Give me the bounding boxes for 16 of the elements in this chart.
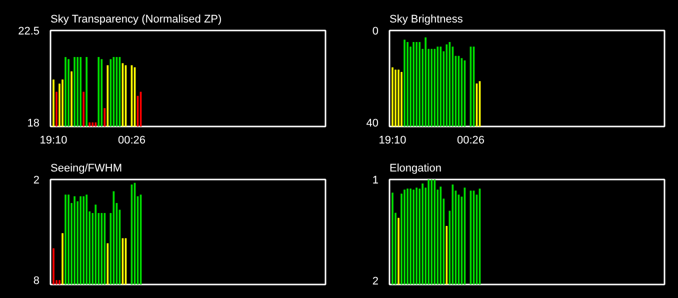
y-tick-label: 2 — [372, 275, 379, 288]
y-tick-label: 1 — [372, 174, 379, 186]
y-tick-label: 0 — [372, 26, 379, 38]
y-tick-label: 8 — [33, 275, 40, 288]
x-tick-label: 19:10 — [378, 134, 406, 146]
y-tick-label: 22.5 — [18, 26, 40, 38]
chart-title: Sky Brightness — [390, 14, 464, 26]
x-tick-label: 19:10 — [40, 134, 68, 146]
x-tick-label: 00:26 — [456, 134, 485, 146]
y-tick-label: 40 — [366, 118, 379, 130]
chart-title: Seeing/FWHM — [50, 162, 122, 174]
chart-title: Sky Transparency (Normalised ZP) — [50, 14, 222, 26]
chart-title: Elongation — [390, 162, 442, 174]
x-tick-label: 00:26 — [118, 134, 146, 146]
y-tick-label: 2 — [33, 174, 40, 186]
y-tick-label: 18 — [27, 117, 40, 130]
